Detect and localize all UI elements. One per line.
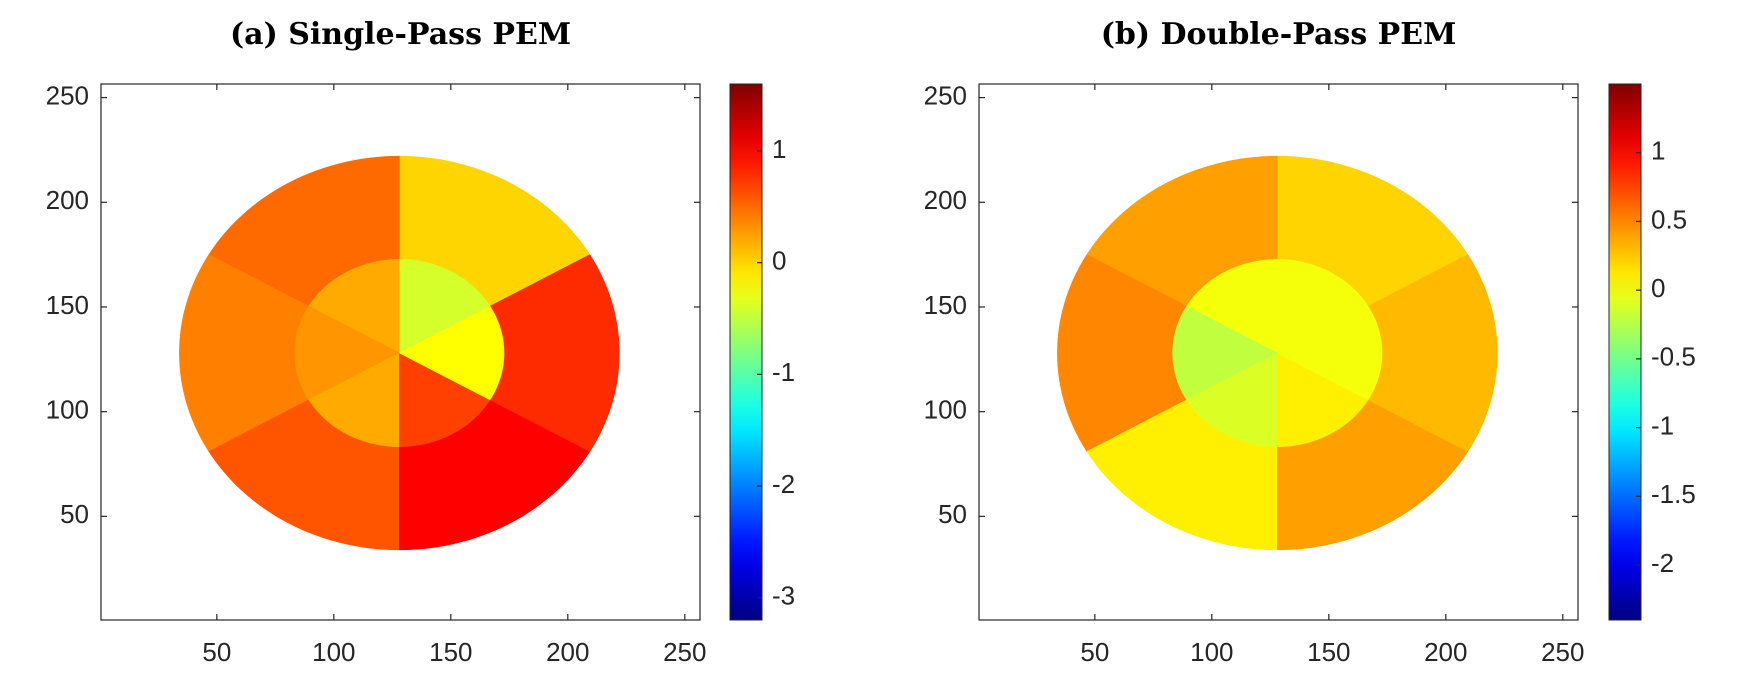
x-tick-label: 50 — [1080, 637, 1109, 667]
y-tick-label: 100 — [924, 395, 967, 425]
colorbar-tick-label: -2 — [772, 469, 795, 499]
colorbar-tick-label: 0 — [1651, 273, 1665, 303]
x-tick-label: 150 — [429, 637, 472, 667]
colorbar — [1608, 83, 1642, 621]
y-tick-label: 100 — [46, 395, 89, 425]
colorbar-tick-label: -0.5 — [1651, 342, 1696, 372]
colorbar-tick-label: -1 — [1651, 410, 1674, 440]
x-tick-label: 200 — [1424, 637, 1467, 667]
colorbar-tick-label: -2 — [1651, 548, 1674, 578]
colorbar-tick-label: 1 — [772, 134, 786, 164]
colorbar-tick-label: 1 — [1651, 136, 1665, 166]
y-tick-label: 50 — [938, 499, 967, 529]
x-tick-label: 250 — [663, 637, 706, 667]
chart-title: (b) Double-Pass PEM — [1101, 17, 1457, 52]
x-tick-label: 50 — [202, 637, 231, 667]
colorbar-tick-label: 0 — [772, 246, 786, 276]
colorbar-tick-label: -1.5 — [1651, 479, 1696, 509]
y-tick-label: 150 — [46, 290, 89, 320]
y-tick-label: 250 — [924, 80, 967, 110]
y-tick-label: 200 — [924, 185, 967, 215]
heatmap-cell — [490, 254, 620, 452]
colorbar-tick-label: -1 — [772, 357, 795, 387]
axes-frame — [100, 83, 701, 621]
chart-title: (a) Single-Pass PEM — [230, 17, 571, 52]
y-tick-label: 250 — [46, 80, 89, 110]
x-tick-label: 100 — [312, 637, 355, 667]
x-tick-label: 250 — [1541, 637, 1584, 667]
y-tick-label: 200 — [46, 185, 89, 215]
heatmap-cell — [1368, 254, 1498, 452]
y-tick-label: 150 — [924, 290, 967, 320]
x-tick-label: 150 — [1307, 637, 1350, 667]
colorbar — [729, 83, 763, 621]
colorbar-tick-label: -3 — [772, 581, 795, 611]
y-tick-label: 50 — [60, 499, 89, 529]
x-tick-label: 200 — [546, 637, 589, 667]
axes-frame — [978, 83, 1579, 621]
colorbar-tick-label: 0.5 — [1651, 204, 1687, 234]
x-tick-label: 100 — [1190, 637, 1233, 667]
